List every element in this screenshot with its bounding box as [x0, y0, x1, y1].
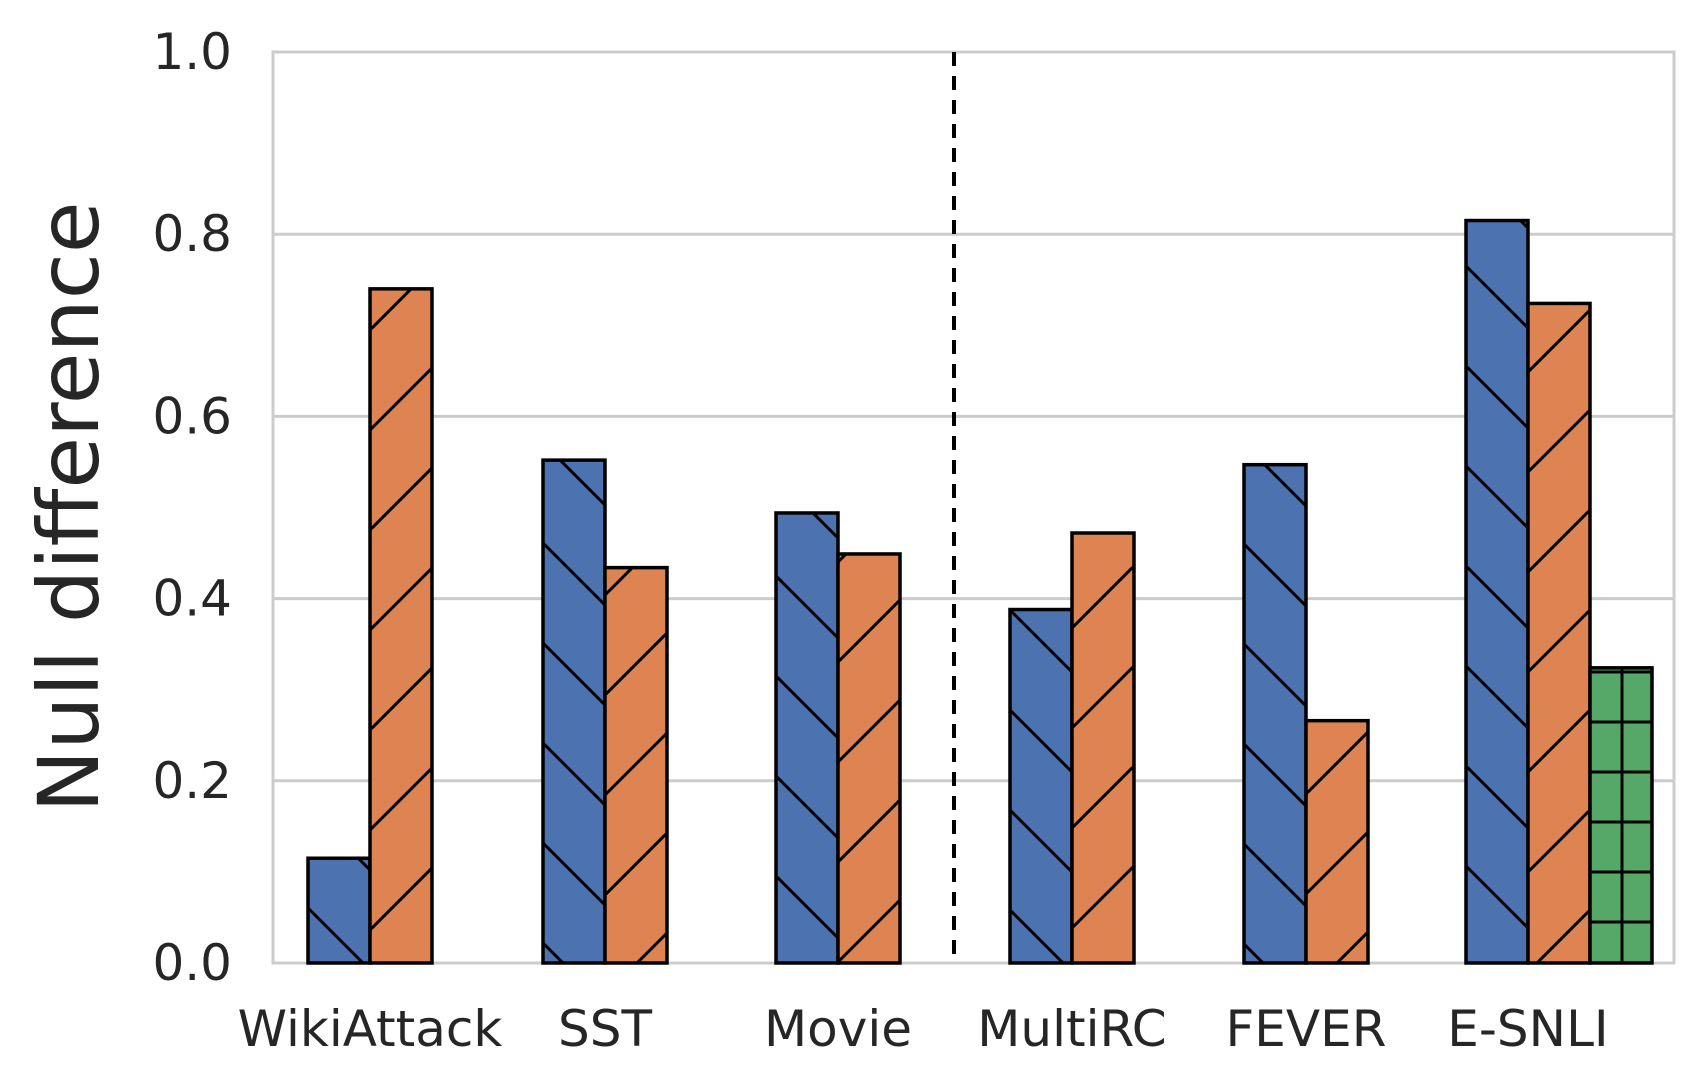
bar-movie-series-2 — [836, 552, 902, 965]
bar-outline — [836, 552, 902, 965]
bar-fever-series-2 — [1304, 718, 1370, 965]
y-tick-label: 0.6 — [152, 387, 232, 445]
y-axis-label: Null difference — [20, 201, 118, 812]
bar-outline — [1526, 301, 1592, 965]
bar-movie-series-1 — [774, 511, 840, 965]
bar-hatch — [1010, 609, 1072, 963]
bar-hatch — [308, 858, 370, 963]
bars — [306, 218, 1654, 965]
x-tick-label: MultiRC — [977, 1000, 1166, 1058]
x-tick-labels: WikiAttack SST Movie MultiRC FEVER E-SNLI — [238, 1000, 1609, 1058]
bar-hatch — [1466, 220, 1528, 963]
bar-outline — [1242, 462, 1308, 965]
bar-hatch — [838, 553, 900, 963]
bar-e-snli-series-3 — [1588, 666, 1654, 965]
y-tick-label: 0.2 — [152, 752, 232, 810]
gridlines — [273, 50, 1674, 965]
plot-area-frame — [271, 50, 1676, 965]
bar-e-snli-series-2 — [1526, 301, 1592, 965]
y-tick-label: 0.8 — [152, 205, 232, 263]
x-tick-label: FEVER — [1226, 1000, 1387, 1058]
y-tick-label: 0.4 — [152, 570, 232, 628]
bar-fever-series-1 — [1242, 462, 1308, 965]
bar-hatch — [1590, 667, 1652, 963]
bar-sst-series-1 — [541, 458, 607, 965]
bar-hatch — [543, 460, 605, 963]
bar-outline — [1070, 531, 1136, 965]
y-tick-label: 1.0 — [152, 23, 232, 81]
bar-multirc-series-1 — [1008, 607, 1074, 965]
y-tick-labels: 0.0 0.2 0.4 0.6 0.8 1.0 — [152, 23, 232, 992]
bar-e-snli-series-1 — [1464, 218, 1530, 965]
x-tick-label: E-SNLI — [1447, 1000, 1608, 1058]
bar-outline — [1304, 718, 1370, 965]
bar-multirc-series-2 — [1070, 531, 1136, 965]
bar-hatch — [1244, 464, 1306, 963]
bar-hatch — [1306, 720, 1368, 963]
x-tick-label: SST — [558, 1000, 652, 1058]
bar-outline — [368, 287, 434, 965]
bar-wikiattack-series-1 — [306, 856, 372, 965]
y-tick-label: 0.0 — [152, 934, 232, 992]
bar-outline — [603, 565, 669, 965]
x-tick-label: WikiAttack — [238, 1000, 503, 1058]
bar-hatch — [776, 512, 838, 963]
bar-sst-series-2 — [603, 565, 669, 965]
bar-hatch — [1072, 533, 1134, 963]
x-tick-label: Movie — [764, 1000, 912, 1058]
bar-hatch — [605, 567, 667, 963]
bar-hatch — [1528, 303, 1590, 963]
bar-wikiattack-series-2 — [368, 287, 434, 965]
bar-outline — [1588, 666, 1654, 965]
bar-hatch — [370, 288, 432, 963]
